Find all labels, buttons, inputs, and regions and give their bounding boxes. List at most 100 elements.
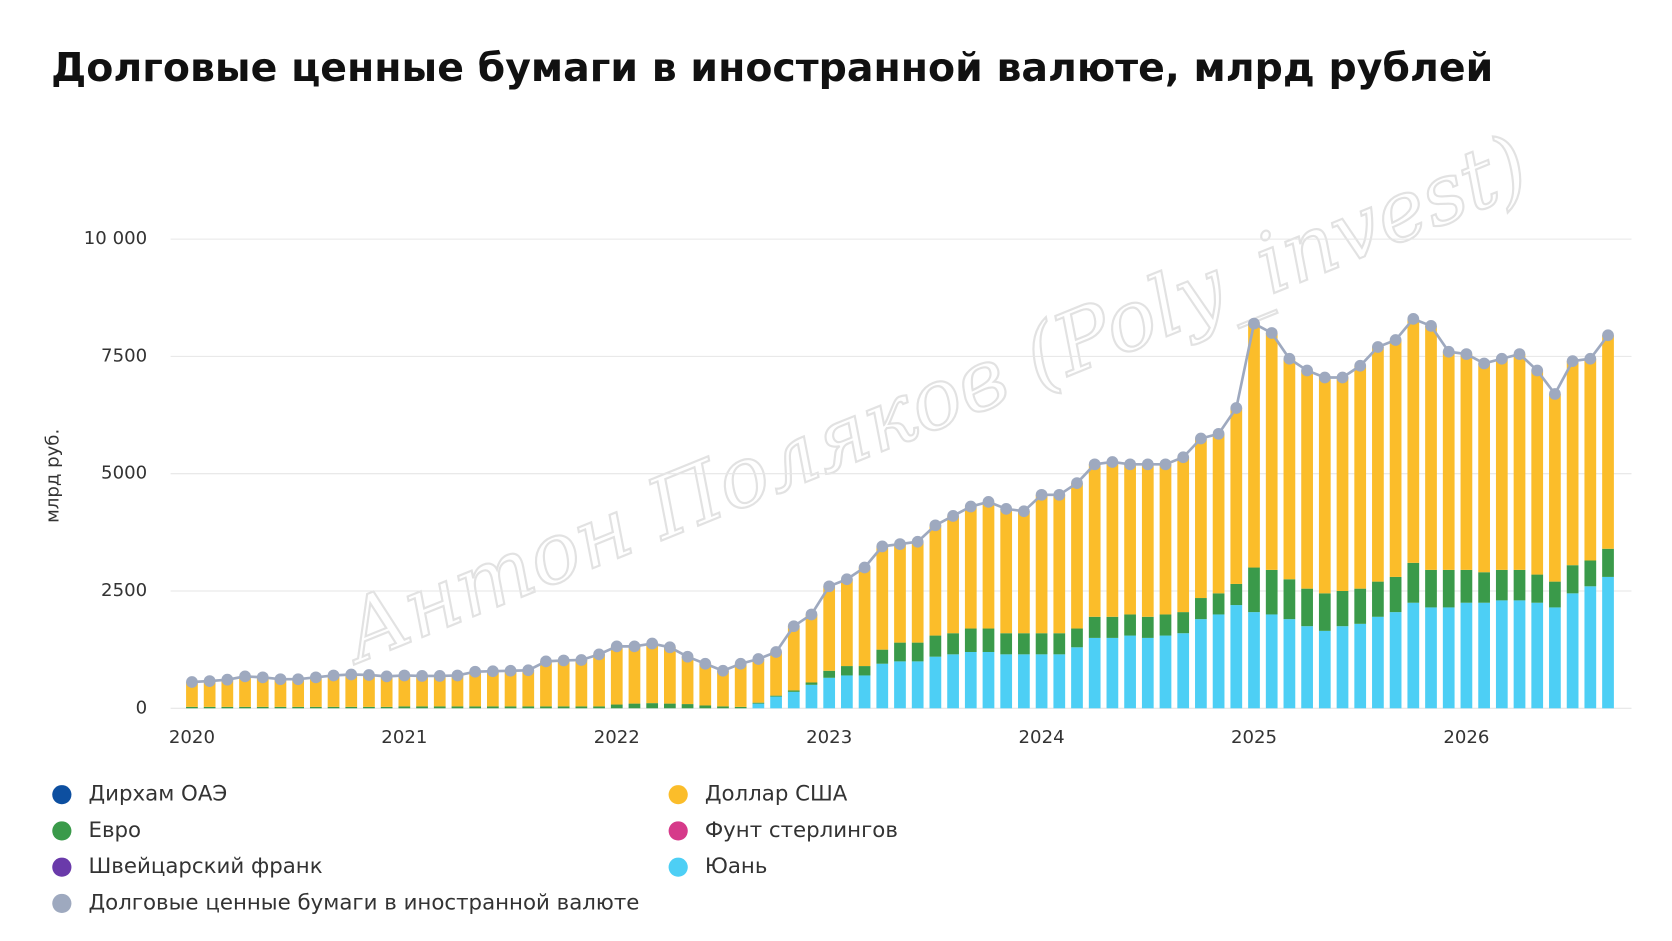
bar-segment bbox=[1372, 581, 1384, 617]
bar-segment bbox=[557, 706, 570, 709]
bar-segment bbox=[292, 679, 305, 707]
x-tick-label: 2022 bbox=[594, 727, 640, 748]
bar-segment bbox=[486, 706, 499, 709]
legend-marker bbox=[52, 857, 72, 877]
total-point bbox=[911, 535, 924, 548]
total-point bbox=[894, 538, 906, 550]
bar-segment bbox=[876, 546, 889, 650]
bar-segment bbox=[292, 706, 305, 709]
bar-segment bbox=[239, 676, 251, 707]
bar-segment bbox=[1106, 616, 1119, 638]
bar-segment bbox=[345, 674, 358, 707]
total-point bbox=[345, 668, 358, 681]
total-point bbox=[770, 646, 782, 658]
bar-segment bbox=[1336, 377, 1349, 591]
legend-marker bbox=[668, 821, 688, 841]
bar-segment bbox=[841, 675, 853, 709]
total-point bbox=[947, 510, 959, 522]
bar-segment bbox=[1584, 560, 1597, 587]
bar-segment bbox=[1425, 325, 1437, 570]
total-point bbox=[1195, 432, 1207, 445]
x-tick-label: 2024 bbox=[1019, 727, 1065, 748]
total-point bbox=[664, 641, 676, 654]
bar-segment bbox=[256, 706, 269, 709]
bar-segment bbox=[1478, 572, 1490, 603]
total-point bbox=[274, 673, 287, 686]
total-point bbox=[734, 657, 747, 670]
total-point bbox=[239, 670, 251, 683]
bar-segment bbox=[982, 651, 995, 709]
bar-segment bbox=[469, 671, 482, 707]
bar-segment bbox=[787, 690, 800, 692]
total-point bbox=[186, 676, 198, 688]
legend-label: Доллар США bbox=[705, 782, 848, 807]
total-point bbox=[451, 669, 464, 682]
legend-marker bbox=[668, 785, 688, 805]
total-point bbox=[823, 580, 836, 593]
bar-segment bbox=[1141, 616, 1154, 638]
total-point bbox=[699, 657, 712, 670]
legend-label: Швейцарский франк bbox=[89, 854, 323, 879]
bar-segment bbox=[911, 541, 924, 643]
bar-segment bbox=[787, 691, 800, 709]
total-point bbox=[1053, 488, 1066, 501]
bar-segment bbox=[1053, 633, 1066, 655]
y-tick-label: 10 000 bbox=[84, 228, 147, 249]
bar-segment bbox=[380, 706, 393, 709]
bar-segment bbox=[433, 675, 446, 707]
bar-segment bbox=[1018, 654, 1030, 709]
total-point bbox=[858, 561, 871, 574]
bar-segment bbox=[1318, 593, 1331, 631]
bar-segment bbox=[451, 675, 464, 707]
total-point bbox=[787, 620, 800, 633]
bar-segment bbox=[1389, 612, 1402, 709]
bar-segment bbox=[1230, 605, 1243, 709]
bar-segment bbox=[221, 706, 234, 709]
total-point bbox=[1000, 503, 1013, 515]
bar-segment bbox=[1566, 361, 1579, 566]
total-point bbox=[1442, 345, 1455, 358]
bar-segment bbox=[1088, 616, 1101, 638]
bar-segment bbox=[681, 704, 694, 709]
bar-segment bbox=[841, 666, 853, 676]
y-tick-label: 7500 bbox=[101, 345, 147, 366]
bar-segment bbox=[823, 677, 836, 709]
total-point bbox=[504, 664, 517, 677]
bar-segment bbox=[1177, 633, 1190, 709]
total-point bbox=[1071, 477, 1083, 489]
bar-segment bbox=[947, 654, 959, 709]
bar-segment bbox=[1301, 626, 1313, 709]
bar-segment bbox=[752, 659, 765, 703]
total-point bbox=[964, 500, 977, 513]
bar-segment bbox=[734, 663, 747, 707]
bar-segment bbox=[1372, 347, 1384, 582]
bar-segment bbox=[1195, 438, 1207, 599]
total-point bbox=[309, 671, 322, 684]
bar-segment bbox=[911, 642, 924, 662]
bar-segment bbox=[1230, 408, 1243, 584]
bar-segment bbox=[1159, 635, 1172, 709]
bar-segment bbox=[256, 677, 269, 707]
total-point bbox=[1566, 355, 1579, 367]
total-point bbox=[1301, 364, 1313, 377]
legend-label: Дирхам ОАЭ bbox=[89, 782, 228, 807]
total-point bbox=[1495, 352, 1508, 365]
bar-segment bbox=[1566, 565, 1579, 594]
legend-label: Долговые ценные бумаги в иностранной вал… bbox=[89, 890, 640, 915]
bar-segment bbox=[1354, 623, 1367, 709]
bar-segment bbox=[416, 675, 428, 707]
total-point bbox=[1035, 488, 1048, 501]
bar-segment bbox=[557, 660, 570, 707]
bar-segment bbox=[1000, 508, 1013, 634]
bar-segment bbox=[1141, 464, 1154, 617]
bar-segment bbox=[186, 706, 198, 709]
bar-segment bbox=[1000, 633, 1013, 655]
bar-segment bbox=[1124, 635, 1136, 709]
bar-segment bbox=[1602, 548, 1614, 577]
bar-segment bbox=[1389, 339, 1402, 577]
bar-segment bbox=[1035, 654, 1048, 709]
bar-segment bbox=[1425, 607, 1437, 709]
y-tick-label: 0 bbox=[136, 697, 148, 718]
bar-segment bbox=[646, 703, 659, 709]
